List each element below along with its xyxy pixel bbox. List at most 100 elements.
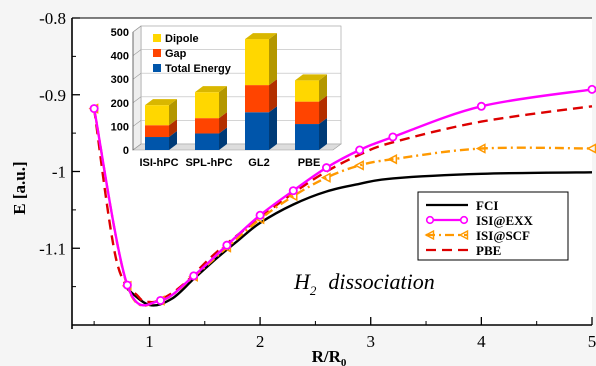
x-tick-label: 2 [256, 332, 265, 351]
inset-bar-segment [295, 101, 319, 125]
inset-grid-side [132, 49, 142, 56]
y-tick-label: -0.8 [39, 9, 66, 28]
data-point [189, 271, 199, 281]
annotation-h2-dissociation: H2 dissociation [293, 269, 435, 298]
legend-label: PBE [476, 243, 501, 258]
inset-legend-label: Dipole [165, 33, 199, 45]
x-tick-label: 5 [588, 332, 596, 351]
y-axis-label: E [a.u.] [10, 161, 29, 214]
data-point [387, 153, 398, 165]
inset-side-wall [132, 25, 142, 151]
inset-bar-segment [195, 118, 219, 134]
inset-bar-spl-hpc: SPL-hPC [185, 86, 233, 169]
data-point [388, 132, 398, 142]
inset-bar-segment [195, 92, 219, 119]
inset-bar-segment [195, 133, 219, 150]
inset-bar-side [219, 112, 227, 134]
x-axis-label: R/R0 [312, 347, 347, 366]
annotation-rest: dissociation [328, 269, 434, 294]
data-point [288, 186, 298, 196]
inset-y-tick-label: 300 [111, 74, 129, 86]
data-point [320, 172, 331, 183]
data-point [89, 104, 99, 114]
inset-bar-side [169, 131, 177, 150]
inset-legend: Dipole Gap Total Energy [153, 33, 232, 75]
x-tick-label: 3 [366, 332, 375, 351]
inset-bar-top [195, 86, 227, 93]
inset-bar-top [145, 99, 177, 106]
data-point [321, 163, 331, 173]
legend-entry-isi-exx: ISI@EXX [425, 213, 533, 228]
inset-bar-side [319, 95, 327, 125]
annotation-main: H [293, 269, 311, 294]
inset-bar-top [245, 33, 277, 40]
legend-marker [458, 229, 469, 241]
inset-grid-side [132, 143, 142, 151]
inset-bar-side [219, 86, 227, 119]
inset-bar-side [169, 99, 177, 126]
series-isi-exx [89, 84, 596, 307]
legend-entry-pbe: PBE [426, 243, 501, 258]
inset-y-tick-label: 400 [111, 51, 129, 63]
data-point [476, 101, 486, 111]
inset-bar-segment [245, 112, 269, 150]
inset-category-label: ISI-hPC [139, 157, 178, 169]
inset-bar-side [169, 119, 177, 138]
legend-label: FCI [476, 198, 498, 213]
inset-legend-swatch [153, 64, 161, 72]
data-point [255, 210, 265, 220]
legend-marker [459, 215, 469, 225]
inset-grid-side [132, 120, 142, 127]
data-point [156, 295, 166, 305]
inset-bar-top [295, 74, 327, 81]
x-tick-label: 1 [145, 332, 154, 351]
inset-bar-gl2: GL2 [245, 33, 277, 169]
data-point [354, 160, 364, 171]
inset-bar-side [269, 33, 277, 86]
inset-y-tick-label: 100 [111, 121, 129, 133]
inset-bar-segment [245, 85, 269, 113]
data-point [222, 240, 232, 250]
x-tick-label: 4 [477, 332, 486, 351]
inset-bar-segment [245, 39, 269, 86]
x-axis-label-subscript: 0 [341, 357, 347, 366]
data-point [122, 280, 132, 290]
inset-bar-side [319, 118, 327, 150]
x-axis-label-main: R/R [312, 347, 342, 366]
data-point [587, 84, 596, 94]
inset-legend-label: Gap [165, 48, 187, 60]
legend-entry-isi-scf: ISI@SCF [424, 228, 530, 243]
inset-bar-side [269, 106, 277, 150]
legend-entry-fci: FCI [426, 198, 498, 213]
inset-grid-side [132, 96, 142, 104]
inset-bar-segment [295, 80, 319, 102]
inset-grid-side [132, 25, 142, 33]
inset-bar-side [269, 79, 277, 113]
legend-box [417, 191, 569, 261]
inset-legend-label: Total Energy [165, 63, 232, 75]
inset-y-tick-label: 500 [111, 27, 129, 39]
annotation-subscript: 2 [310, 283, 317, 298]
inset-y-tick-label: 200 [111, 98, 129, 110]
inset-bar-segment [145, 137, 169, 150]
legend-marker [425, 215, 435, 225]
series-line-isi-exx [92, 88, 593, 307]
legend-label: ISI@EXX [476, 213, 533, 228]
inset-bar-side [319, 74, 327, 102]
series-layer [88, 84, 596, 307]
inset-category-label: PBE [298, 157, 321, 169]
inset-bar-side [219, 127, 227, 150]
inset-category-label: SPL-hPC [185, 157, 232, 169]
series-fci [126, 171, 593, 307]
inset-legend-entry-dipole: Dipole [153, 33, 199, 45]
y-tick-label: -1 [52, 163, 66, 182]
inset-bar-segment [145, 105, 169, 126]
legend-marker [424, 229, 435, 241]
y-tick-label: -1.1 [39, 239, 66, 258]
inset-category-label: GL2 [248, 157, 269, 169]
inset-bar-pbe: PBE [295, 74, 327, 169]
inset-legend-swatch [153, 34, 161, 42]
inset-bar-segment [145, 125, 169, 138]
